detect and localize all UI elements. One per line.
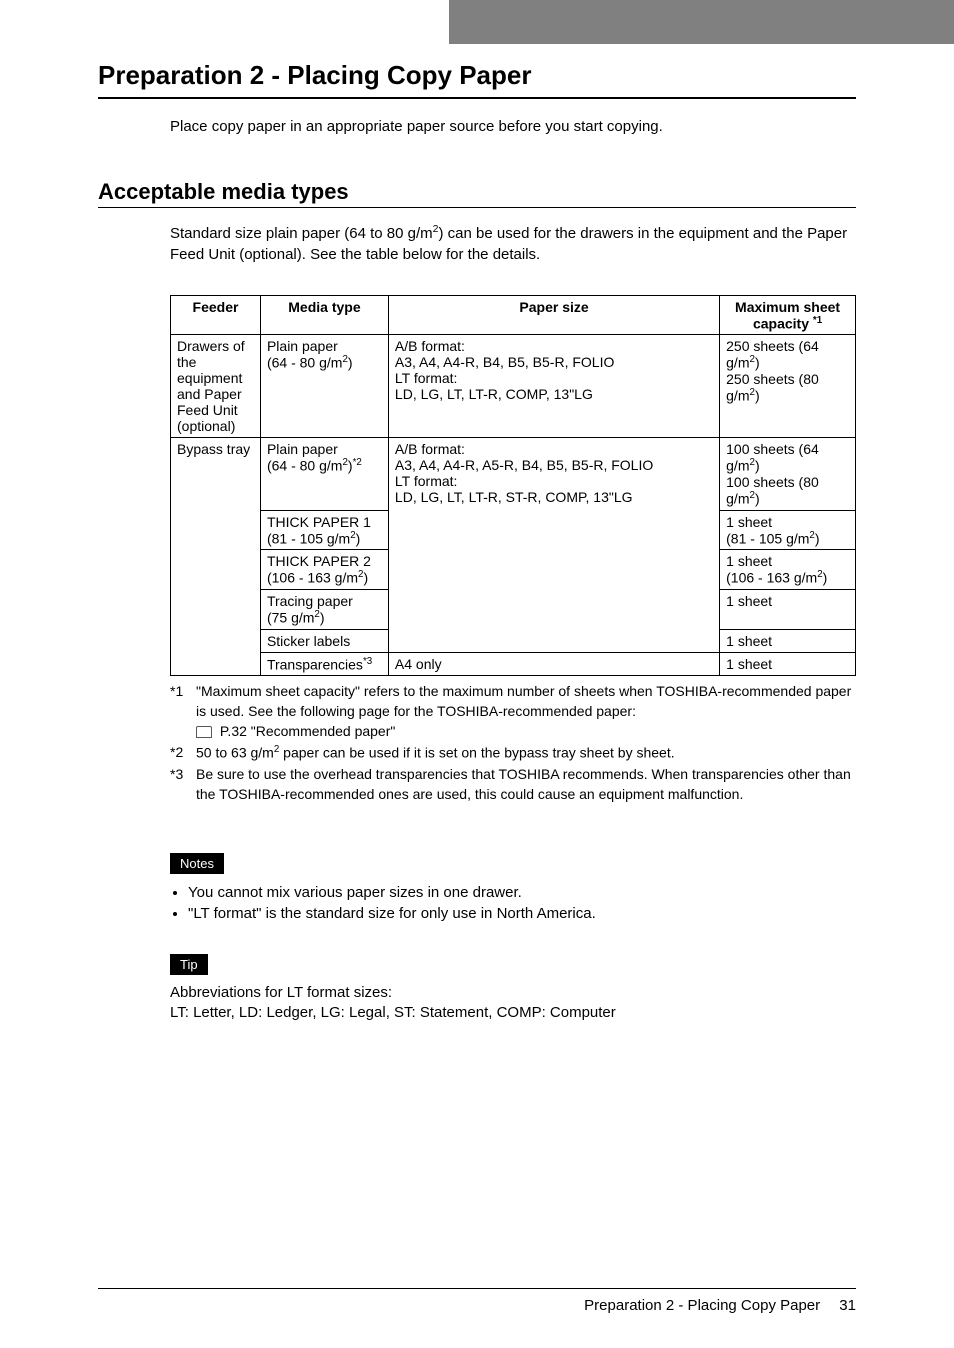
cell-media: Plain paper (64 - 80 g/m2)*2 — [260, 438, 388, 510]
table-row: Transparencies*3 A4 only 1 sheet — [171, 652, 856, 676]
cap-l1: 1 sheet — [726, 553, 772, 569]
media-pre: Tracing paper (75 g/m — [267, 593, 353, 626]
cap1-post: ) — [755, 355, 760, 371]
media-post: ) — [348, 355, 353, 371]
fn2-pre: 50 to 63 g/m — [196, 745, 274, 761]
cell-feeder-bypass: Bypass tray — [171, 438, 261, 676]
cell-cap: 1 sheet — [720, 652, 856, 676]
footnote-1: *1 "Maximum sheet capacity" refers to th… — [170, 682, 856, 741]
fn-text: "Maximum sheet capacity" refers to the m… — [196, 682, 856, 741]
media-post: ) — [363, 570, 368, 586]
th-cap-sup: *1 — [813, 315, 822, 326]
cell-cap: 1 sheet — [720, 590, 856, 630]
cell-media: Transparencies*3 — [260, 652, 388, 676]
cell-size: A/B format: A3, A4, A4-R, B4, B5, B5-R, … — [388, 335, 719, 438]
fn1-a: "Maximum sheet capacity" refers to the m… — [196, 683, 851, 719]
cell-cap: 250 sheets (64 g/m2) 250 sheets (80 g/m2… — [720, 335, 856, 438]
tip-line1: Abbreviations for LT format sizes: — [170, 983, 856, 1003]
footer-text: Preparation 2 - Placing Copy Paper 31 — [584, 1297, 856, 1314]
th-cap-pre: Maximum sheet capacity — [735, 299, 840, 332]
notes-list: You cannot mix various paper sizes in on… — [188, 882, 856, 924]
cap1-pre: 250 sheets (64 g/m — [726, 338, 819, 371]
footnote-3: *3 Be sure to use the overhead transpare… — [170, 765, 856, 804]
fn-num: *3 — [170, 765, 196, 804]
subintro-pre: Standard size plain paper (64 to 80 g/m — [170, 225, 433, 242]
cell-cap: 100 sheets (64 g/m2) 100 sheets (80 g/m2… — [720, 438, 856, 510]
cap2-post: ) — [755, 388, 760, 404]
intro-text: Place copy paper in an appropriate paper… — [170, 117, 856, 137]
media-post: ) — [320, 610, 325, 626]
notes-block: Notes You cannot mix various paper sizes… — [170, 853, 856, 924]
book-icon — [196, 726, 212, 738]
media-pre: THICK PAPER 2 (106 - 163 g/m — [267, 553, 371, 586]
fn2-post: paper can be used if it is set on the by… — [279, 745, 674, 761]
table-header-row: Feeder Media type Paper size Maximum she… — [171, 295, 856, 335]
page-content: Preparation 2 - Placing Copy Paper Place… — [98, 60, 856, 1023]
th-media: Media type — [260, 295, 388, 335]
cap-l2-post: ) — [823, 570, 828, 586]
cap1-pre: 100 sheets (64 g/m — [726, 441, 819, 474]
footnotes: *1 "Maximum sheet capacity" refers to th… — [170, 682, 856, 804]
cell-media: THICK PAPER 1 (81 - 105 g/m2) — [260, 510, 388, 550]
cap-l2-post: ) — [815, 530, 820, 546]
notes-label: Notes — [170, 853, 224, 874]
media-table: Feeder Media type Paper size Maximum she… — [170, 295, 856, 677]
sup-star3: *3 — [363, 656, 372, 667]
cap2-post: ) — [755, 491, 760, 507]
cap-l2-pre: (81 - 105 g/m — [726, 530, 809, 546]
cap2-pre: 250 sheets (80 g/m — [726, 371, 819, 404]
cap-l1: 1 sheet — [726, 514, 772, 530]
sup-2: 2 — [342, 457, 347, 468]
cap1-post: ) — [755, 458, 760, 474]
cap2-pre: 100 sheets (80 g/m — [726, 474, 819, 507]
cap-l2-pre: (106 - 163 g/m — [726, 570, 817, 586]
cell-feeder: Drawers of the equipment and Paper Feed … — [171, 335, 261, 438]
page-footer: Preparation 2 - Placing Copy Paper 31 — [98, 1288, 856, 1314]
list-item: "LT format" is the standard size for onl… — [188, 903, 856, 924]
th-feeder: Feeder — [171, 295, 261, 335]
fn-num: *1 — [170, 682, 196, 741]
fn1-b: P.32 "Recommended paper" — [216, 723, 395, 739]
media-pre: Plain paper (64 - 80 g/m — [267, 441, 342, 474]
media-post: ) — [356, 530, 361, 546]
media-pre: Transparencies — [267, 656, 363, 672]
header-bar — [449, 0, 954, 44]
list-item: You cannot mix various paper sizes in on… — [188, 882, 856, 903]
cell-size-bypass: A/B format: A3, A4, A4-R, A5-R, B4, B5, … — [388, 438, 719, 652]
cell-cap: 1 sheet (106 - 163 g/m2) — [720, 550, 856, 590]
section-rule — [98, 207, 856, 208]
cell-cap: 1 sheet (81 - 105 g/m2) — [720, 510, 856, 550]
section-intro: Standard size plain paper (64 to 80 g/m2… — [170, 222, 856, 265]
fn-text: 50 to 63 g/m2 paper can be used if it is… — [196, 743, 675, 763]
fn-text: Be sure to use the overhead transparenci… — [196, 765, 856, 804]
table-row: Drawers of the equipment and Paper Feed … — [171, 335, 856, 438]
table-row: Bypass tray Plain paper (64 - 80 g/m2)*2… — [171, 438, 856, 510]
tip-label: Tip — [170, 954, 208, 975]
cell-media: Tracing paper (75 g/m2) — [260, 590, 388, 630]
cell-media: Sticker labels — [260, 629, 388, 652]
page-title: Preparation 2 - Placing Copy Paper — [98, 60, 856, 91]
tip-block: Tip Abbreviations for LT format sizes: L… — [170, 954, 856, 1024]
footnote-2: *2 50 to 63 g/m2 paper can be used if it… — [170, 743, 856, 763]
media-pre: Plain paper (64 - 80 g/m — [267, 338, 342, 371]
th-capacity: Maximum sheet capacity *1 — [720, 295, 856, 335]
fn-num: *2 — [170, 743, 196, 763]
tip-line2: LT: Letter, LD: Ledger, LG: Legal, ST: S… — [170, 1003, 856, 1023]
th-size: Paper size — [388, 295, 719, 335]
section-heading: Acceptable media types — [98, 179, 856, 205]
title-rule — [98, 97, 856, 99]
sup-star2: *2 — [353, 457, 362, 468]
cell-media: Plain paper (64 - 80 g/m2) — [260, 335, 388, 438]
cell-cap: 1 sheet — [720, 629, 856, 652]
cell-media: THICK PAPER 2 (106 - 163 g/m2) — [260, 550, 388, 590]
cell-size: A4 only — [388, 652, 719, 676]
